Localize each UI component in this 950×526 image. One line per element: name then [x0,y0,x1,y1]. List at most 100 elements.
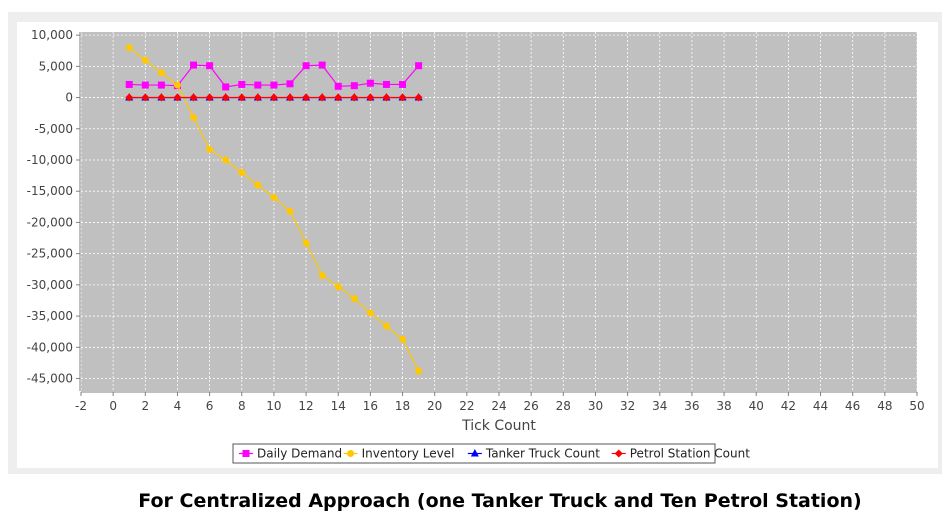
y-tick-label: -30,000 [27,278,73,292]
legend-marker-tanker-truck-count [470,449,479,457]
x-axis-label: Tick Count [461,418,536,434]
inventory-level-point [190,114,198,122]
petrol-station-count-point [173,93,182,102]
legend-label-petrol-station-count: Petrol Station Count [630,447,750,461]
inventory-level-point [270,193,278,201]
inventory-level-point [125,44,133,52]
inventory-level-point [254,181,262,189]
inventory-level-point [302,239,310,247]
inventory-level-point [366,309,374,317]
petrol-station-count-point [318,93,327,102]
daily-demand-point [399,80,407,88]
petrol-station-count-point [286,93,294,102]
daily-demand-point [350,82,358,90]
x-tick-label: 34 [652,399,667,413]
x-tick-label: 38 [716,399,731,413]
petrol-station-count-point [302,93,311,102]
inventory-level-point [238,168,246,176]
daily-demand-point [206,62,214,70]
figure-caption: For Centralized Approach (one Tanker Tru… [138,490,862,512]
inventory-level-point [350,295,358,303]
inventory-level-point [318,271,326,279]
daily-demand-point [222,83,230,91]
inventory-level-point [206,145,214,153]
daily-demand-point [366,79,374,87]
y-tick-label: -5,000 [34,122,73,136]
petrol-station-count-point [269,93,278,102]
daily-demand-point [382,80,390,88]
y-tick-label: 10,000 [31,28,73,42]
x-tick-label: 36 [684,399,699,413]
daily-demand-point [190,61,198,69]
daily-demand-point [334,82,342,90]
x-tick-label: 16 [363,399,378,413]
x-tick-label: 28 [556,399,571,413]
y-tick-label: -25,000 [27,247,73,261]
daily-demand-point [157,81,165,89]
petrol-station-count-point [366,93,375,102]
y-tick-label: -40,000 [27,340,73,354]
petrol-station-count-point [237,93,246,102]
petrol-station-count-point [157,93,166,102]
petrol-station-count-point [189,93,198,102]
legend-label-tanker-truck-count: Tanker Truck Count [485,447,600,461]
x-tick-label: 6 [206,399,214,413]
x-tick-label: 12 [298,399,313,413]
daily-demand-point [302,62,310,70]
inventory-level-point [173,81,181,89]
petrol-station-count-point [221,93,230,102]
petrol-station-count-point [334,93,343,102]
x-tick-label: 50 [909,399,924,413]
daily-demand-point [254,81,262,89]
plot-area [81,32,917,391]
inventory-level-point [399,335,407,343]
daily-demand-point [125,80,133,88]
x-tick-label: 2 [141,399,149,413]
daily-demand-point [415,62,423,70]
x-tick-label: 26 [524,399,539,413]
line-chart: 10,000 5,000 0 -5,000 -10,000 -15,000 -20,000 -… [27,28,925,464]
x-tick-label: 40 [749,399,764,413]
legend-label-inventory-level: Inventory Level [362,447,455,461]
x-tick-label: 48 [877,399,892,413]
inventory-level-point [382,322,390,330]
x-tick-label: 22 [459,399,474,413]
legend-label-daily-demand: Daily Demand [257,447,342,461]
legend-marker-daily-demand [242,450,250,457]
petrol-station-count-point [382,93,391,102]
y-tick-label: -10,000 [27,153,73,167]
x-tick-label: 44 [813,399,828,413]
x-tick-label: 20 [427,399,442,413]
petrol-station-count-point [398,93,407,102]
daily-demand-point [141,81,149,89]
daily-demand-point [286,80,294,88]
x-tick-label: 46 [845,399,860,413]
petrol-station-count-point [253,93,262,102]
x-tick-label: 42 [781,399,796,413]
petrol-station-count-point [141,93,150,102]
x-tick-label: 4 [174,399,182,413]
petrol-station-count-point [350,93,359,102]
x-tick-label: 32 [620,399,635,413]
legend-marker-petrol-station-count [614,449,623,458]
legend-marker-inventory-level [347,450,355,457]
daily-demand-point [318,61,326,69]
inventory-level-point [141,56,149,64]
inventory-level-point [222,156,230,164]
y-tick-label: 5,000 [39,59,73,73]
y-tick-label: -20,000 [27,215,73,229]
x-tick-label: 14 [331,399,346,413]
petrol-station-count-point [125,93,134,102]
y-tick-label: 0 [65,91,73,105]
x-tick-label: 18 [395,399,410,413]
daily-demand-point [238,80,246,88]
x-tick-label: 0 [109,399,117,413]
petrol-station-count-point [205,93,214,102]
y-tick-label: -15,000 [27,184,73,198]
inventory-level-point [415,367,423,375]
petrol-station-count-point [414,93,423,102]
x-tick-label: 8 [238,399,246,413]
x-tick-label: 30 [588,399,603,413]
inventory-level-point [157,69,165,77]
y-tick-label: -45,000 [27,372,73,386]
